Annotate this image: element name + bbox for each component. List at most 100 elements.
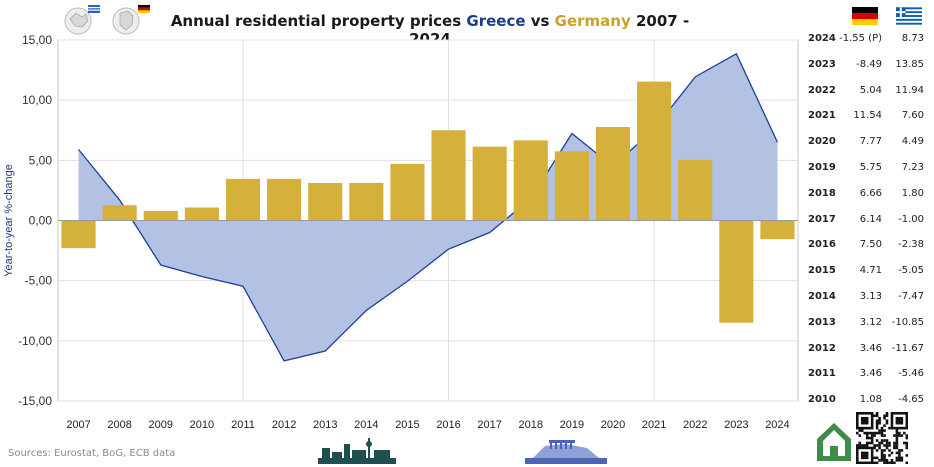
x-tick-label: 2022 bbox=[683, 419, 707, 431]
table-germany-value: 5.04 bbox=[859, 84, 882, 96]
y-tick-label: 0,00 bbox=[29, 214, 53, 228]
table-germany-value: 6.66 bbox=[859, 187, 882, 199]
home-logo-icon bbox=[817, 423, 851, 461]
x-tick-label: 2011 bbox=[231, 419, 255, 431]
table-row: 2024 -1.55 (P) 8.73 bbox=[808, 33, 926, 47]
germany-bar bbox=[472, 146, 507, 221]
table-year: 2014 bbox=[808, 291, 836, 302]
x-tick-label: 2007 bbox=[66, 419, 90, 431]
x-tick-label: 2024 bbox=[765, 419, 789, 431]
table-greece-value: -5.46 bbox=[898, 368, 924, 380]
germany-bar bbox=[637, 81, 672, 221]
table-year: 2018 bbox=[808, 187, 836, 199]
table-year: 2016 bbox=[808, 239, 836, 251]
table-germany-value: 11.54 bbox=[853, 110, 882, 122]
table-row: 2018 6.66 1.80 bbox=[808, 188, 926, 202]
y-tick-label: -10,00 bbox=[18, 334, 52, 348]
table-year: 2015 bbox=[808, 265, 836, 277]
table-year: 2022 bbox=[808, 84, 836, 96]
germany-bar bbox=[554, 151, 589, 221]
table-year: 2024 bbox=[808, 33, 836, 44]
x-tick-label: 2016 bbox=[436, 419, 460, 431]
germany-bar bbox=[719, 220, 754, 323]
germany-bar bbox=[349, 182, 384, 221]
table-year: 2020 bbox=[808, 136, 836, 148]
germany-bar bbox=[513, 140, 548, 221]
x-tick-label: 2009 bbox=[149, 419, 173, 431]
table-greece-value: -1.00 bbox=[898, 213, 924, 225]
table-year: 2019 bbox=[808, 162, 836, 173]
y-axis-label: Year-to-year %-change bbox=[3, 164, 15, 277]
germany-bar bbox=[678, 159, 713, 221]
table-row: 2012 3.46 -11.67 bbox=[808, 343, 926, 357]
table-germany-value: 6.14 bbox=[859, 213, 882, 225]
chart: 15,00 10,00 5,00 0,00 -5,00 -10,00 -15,00 2007 2… bbox=[3, 33, 799, 431]
table-row: 2017 6.14 -1.00 bbox=[808, 214, 926, 228]
x-tick-label: 2012 bbox=[272, 419, 296, 431]
table-greece-value: -7.47 bbox=[898, 291, 924, 302]
table-year: 2013 bbox=[808, 316, 836, 328]
table-year: 2017 bbox=[808, 213, 836, 225]
source-note: Sources: Eurostat, BoG, ECB data bbox=[8, 448, 176, 459]
germany-bar bbox=[184, 207, 219, 221]
x-tick-label: 2021 bbox=[642, 419, 666, 431]
greek-flag-icon bbox=[896, 7, 922, 25]
table-germany-value: 4.71 bbox=[859, 265, 882, 277]
x-tick-label: 2023 bbox=[724, 419, 748, 431]
table-row: 2013 3.12 -10.85 bbox=[808, 317, 926, 331]
table-greece-value: 4.49 bbox=[901, 136, 924, 148]
germany-bar bbox=[143, 210, 178, 221]
x-tick-label: 2014 bbox=[354, 419, 378, 431]
table-year: 2011 bbox=[808, 368, 836, 380]
x-tick-label: 2008 bbox=[107, 419, 131, 431]
table-year: 2010 bbox=[808, 394, 836, 406]
table-row: 2021 11.54 7.60 bbox=[808, 110, 926, 124]
table-year: 2021 bbox=[808, 110, 836, 122]
y-tick-label: -5,00 bbox=[25, 274, 53, 288]
table-row: 2015 4.71 -5.05 bbox=[808, 265, 926, 279]
table-greece-value: -10.85 bbox=[891, 316, 924, 328]
athens-skyline-icon bbox=[525, 440, 607, 464]
germany-bar bbox=[308, 182, 343, 221]
table-row: 2020 7.77 4.49 bbox=[808, 136, 926, 150]
table-row: 2010 1.08 -4.65 bbox=[808, 394, 926, 408]
x-tick-label: 2018 bbox=[519, 419, 543, 431]
table-germany-value: -1.55 (P) bbox=[839, 33, 882, 44]
table-row: 2022 5.04 11.94 bbox=[808, 85, 926, 99]
table-row: 2023 -8.49 13.85 bbox=[808, 59, 926, 73]
table-row: 2011 3.46 -5.46 bbox=[808, 368, 926, 382]
x-tick-label: 2020 bbox=[601, 419, 625, 431]
table-greece-value: -2.38 bbox=[898, 239, 924, 251]
table-greece-value: 13.85 bbox=[895, 58, 924, 70]
table-greece-value: 8.73 bbox=[901, 33, 924, 44]
x-tick-label: 2010 bbox=[190, 419, 214, 431]
table-greece-value: 7.60 bbox=[901, 110, 924, 122]
table-greece-value: -4.65 bbox=[898, 394, 924, 406]
x-tick-label: 2013 bbox=[313, 419, 337, 431]
germany-bar bbox=[225, 178, 261, 221]
greece-map-icon bbox=[64, 5, 100, 35]
germany-bar bbox=[267, 178, 302, 221]
table-year: 2023 bbox=[808, 58, 836, 70]
y-tick-label: 15,00 bbox=[22, 33, 52, 47]
table-row: 2014 3.13 -7.47 bbox=[808, 291, 926, 305]
german-flag-icon bbox=[852, 7, 878, 25]
x-tick-label: 2019 bbox=[560, 419, 584, 431]
y-tick-label: 5,00 bbox=[29, 153, 53, 167]
y-tick-label: -15,00 bbox=[18, 394, 52, 408]
qr-code-icon bbox=[856, 412, 908, 464]
table-row: 2019 5.75 7.23 bbox=[808, 162, 926, 176]
table-germany-value: 7.77 bbox=[859, 136, 882, 148]
table-greece-value: 1.80 bbox=[901, 187, 924, 199]
table-greece-value: 7.23 bbox=[901, 162, 924, 173]
berlin-skyline-icon bbox=[318, 438, 396, 464]
germany-bar bbox=[61, 220, 96, 249]
germany-bar bbox=[595, 127, 631, 221]
germany-bar bbox=[760, 220, 795, 240]
table-germany-value: 3.12 bbox=[859, 316, 882, 328]
x-tick-label: 2015 bbox=[395, 419, 419, 431]
x-tick-label: 2017 bbox=[477, 419, 501, 431]
table-germany-value: 7.50 bbox=[859, 239, 882, 251]
y-tick-label: 10,00 bbox=[22, 93, 52, 107]
table-germany-value: 3.46 bbox=[859, 368, 882, 380]
